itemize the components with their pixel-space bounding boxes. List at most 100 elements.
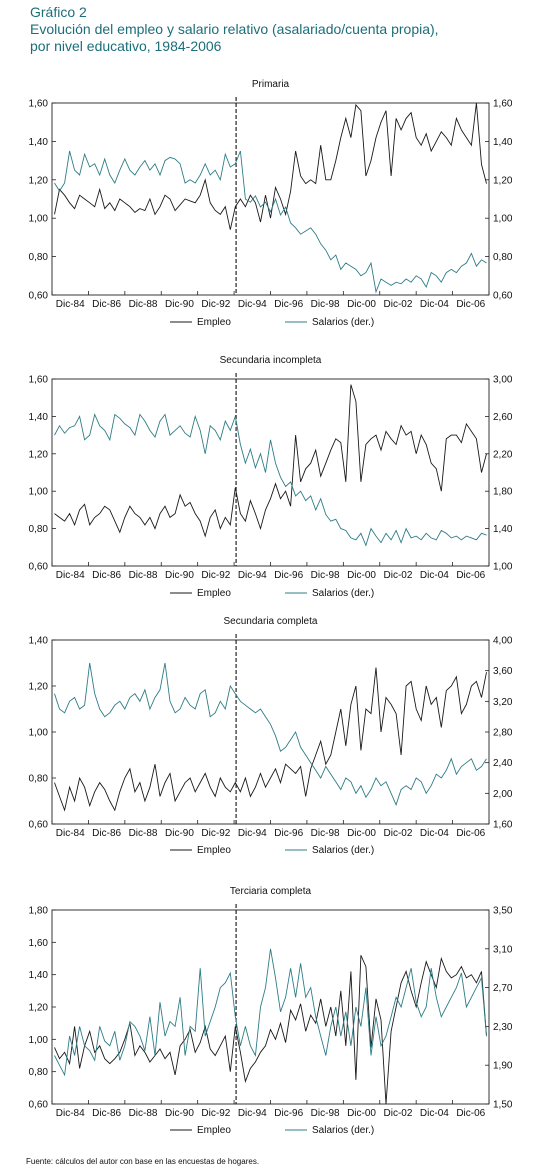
x-tick-label: Dic-02: [384, 299, 413, 310]
x-tick-label: Dic-00: [347, 570, 376, 581]
series-empleo-line: [54, 667, 487, 812]
chart-title: Secundaria incompleta: [220, 355, 322, 366]
legend-salarios-label: Salarios (der.): [312, 845, 374, 856]
legend-empleo-label: Empleo: [197, 317, 231, 328]
x-tick-label: Dic-92: [201, 299, 230, 310]
x-tick-label: Dic-90: [165, 828, 194, 839]
figure-number: Gráfico 2: [30, 4, 87, 20]
figure-header: Gráfico 2 Evolución del empleo y salario…: [30, 4, 550, 55]
x-tick-label: Dic-06: [456, 1108, 485, 1119]
x-tick-label: Dic-02: [384, 1108, 413, 1119]
right-tick-label: 1,50: [493, 1100, 513, 1111]
right-tick-label: 2,70: [493, 983, 513, 994]
left-tick-label: 0,80: [29, 252, 49, 263]
legend: Empleo Salarios (der.): [170, 588, 374, 599]
x-tick-label: Dic-92: [201, 828, 230, 839]
right-tick-label: 1,90: [493, 1061, 513, 1072]
right-tick-label: 0,80: [493, 252, 513, 263]
figure-title-line-1: Evolución del empleo y salario relativo …: [30, 21, 439, 37]
legend-empleo-label: Empleo: [197, 845, 231, 856]
x-tick-label: Dic-84: [56, 828, 85, 839]
legend: Empleo Salarios (der.): [170, 845, 374, 856]
x-tick-label: Dic-00: [347, 299, 376, 310]
x-tick-label: Dic-00: [347, 828, 376, 839]
panel-primaria: Primaria 0,60 0,80 1,00 1,20 1,40 1,60 0,60 0,80…: [0, 73, 555, 338]
x-tick-label: Dic-88: [129, 828, 158, 839]
chart-terciaria-completa: Terciaria completa 0,60 0,80 1,00 1,20 1,40 1,…: [29, 886, 513, 1136]
left-tick-label: 1,00: [29, 214, 49, 225]
left-tick-label: 0,80: [29, 774, 49, 785]
right-tick-label: 1,00: [493, 214, 513, 225]
legend-empleo-label: Empleo: [197, 588, 231, 599]
x-tick-label: Dic-06: [456, 570, 485, 581]
left-tick-label: 0,60: [29, 291, 49, 302]
right-tick-label: 2,20: [493, 449, 513, 460]
x-tick-label: Dic-96: [274, 299, 303, 310]
right-tick-label: 1,40: [493, 524, 513, 535]
right-tick-label: 3,10: [493, 944, 513, 955]
plot-frame: [51, 102, 490, 296]
x-tick-label: Dic-94: [238, 570, 267, 581]
chart-secundaria-completa: Secundaria completa 0,60 0,80 1,00 1,20 1,40 1…: [29, 616, 513, 856]
series-salarios-line: [54, 948, 487, 1077]
chart-title: Terciaria completa: [230, 886, 312, 897]
right-tick-label: 1,00: [493, 562, 513, 573]
x-tick-label: Dic-86: [92, 828, 121, 839]
x-tick-label: Dic-04: [420, 299, 449, 310]
x-tick-label: Dic-04: [420, 570, 449, 581]
right-tick-label: 2,00: [493, 789, 513, 800]
left-tick-label: 1,60: [29, 99, 49, 110]
x-tick-label: Dic-90: [165, 570, 194, 581]
source-footnote: Fuente: cálculos del autor con base en l…: [26, 1157, 260, 1166]
right-tick-label: 1,40: [493, 137, 513, 148]
right-tick-label: 1,20: [493, 175, 513, 186]
legend-salarios-label: Salarios (der.): [312, 317, 374, 328]
right-tick-label: 1,60: [493, 820, 513, 831]
left-tick-label: 1,80: [29, 906, 49, 917]
plot-frame: [51, 909, 490, 1105]
chart-title: Primaria: [252, 79, 290, 90]
legend: Empleo Salarios (der.): [170, 317, 374, 328]
x-tick-label: Dic-84: [56, 570, 85, 581]
x-tick-label: Dic-98: [311, 299, 340, 310]
left-tick-label: 1,00: [29, 1035, 49, 1046]
x-tick-label: Dic-96: [274, 828, 303, 839]
plot-frame: [51, 639, 490, 825]
left-tick-label: 0,80: [29, 524, 49, 535]
left-tick-label: 0,60: [29, 820, 49, 831]
x-tick-label: Dic-98: [311, 570, 340, 581]
left-tick-label: 1,40: [29, 636, 49, 647]
x-tick-label: Dic-88: [129, 299, 158, 310]
x-tick-label: Dic-98: [311, 828, 340, 839]
left-tick-label: 1,20: [29, 175, 49, 186]
x-tick-label: Dic-04: [420, 1108, 449, 1119]
x-tick-label: Dic-00: [347, 1108, 376, 1119]
x-tick-label: Dic-96: [274, 570, 303, 581]
series-salarios-line: [54, 662, 487, 807]
right-tick-label: 3,60: [493, 666, 513, 677]
x-tick-label: Dic-98: [311, 1108, 340, 1119]
left-tick-label: 1,60: [29, 375, 49, 386]
panel-terciaria-completa: Terciaria completa 0,60 0,80 1,00 1,20 1,40 1,…: [0, 880, 555, 1150]
x-tick-label: Dic-94: [238, 828, 267, 839]
right-tick-label: 0,60: [493, 291, 513, 302]
x-tick-label: Dic-88: [129, 1108, 158, 1119]
left-tick-label: 1,60: [29, 938, 49, 949]
left-tick-label: 1,40: [29, 412, 49, 423]
x-tick-label: Dic-90: [165, 299, 194, 310]
x-tick-label: Dic-86: [92, 1108, 121, 1119]
left-tick-label: 1,20: [29, 1003, 49, 1014]
left-tick-label: 0,60: [29, 1100, 49, 1111]
panel-secundaria-completa: Secundaria completa 0,60 0,80 1,00 1,20 1,40 1…: [0, 610, 555, 875]
left-tick-label: 0,80: [29, 1067, 49, 1078]
right-tick-label: 3,00: [493, 375, 513, 386]
x-tick-label: Dic-84: [56, 1108, 85, 1119]
x-tick-label: Dic-86: [92, 570, 121, 581]
left-tick-label: 1,00: [29, 487, 49, 498]
x-tick-label: Dic-04: [420, 828, 449, 839]
left-tick-label: 0,60: [29, 562, 49, 573]
left-tick-label: 1,40: [29, 970, 49, 981]
x-tick-label: Dic-06: [456, 828, 485, 839]
x-tick-label: Dic-84: [56, 299, 85, 310]
legend-salarios-label: Salarios (der.): [312, 588, 374, 599]
